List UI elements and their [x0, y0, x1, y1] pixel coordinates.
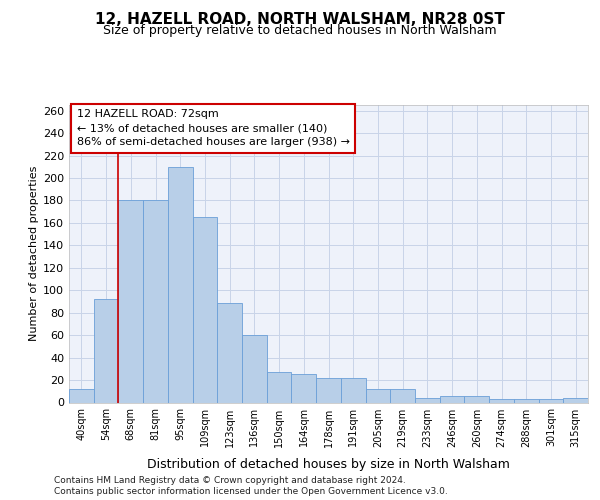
Bar [316, 378, 341, 402]
Text: 12, HAZELL ROAD, NORTH WALSHAM, NR28 0ST: 12, HAZELL ROAD, NORTH WALSHAM, NR28 0ST [95, 12, 505, 28]
Bar [539, 399, 563, 402]
Text: 12 HAZELL ROAD: 72sqm
← 13% of detached houses are smaller (140)
86% of semi-det: 12 HAZELL ROAD: 72sqm ← 13% of detached … [77, 110, 350, 148]
Text: Contains HM Land Registry data © Crown copyright and database right 2024.: Contains HM Land Registry data © Crown c… [54, 476, 406, 485]
Bar [341, 378, 365, 402]
Bar [489, 399, 514, 402]
Bar [217, 302, 242, 402]
Bar [415, 398, 440, 402]
Bar [143, 200, 168, 402]
X-axis label: Distribution of detached houses by size in North Walsham: Distribution of detached houses by size … [147, 458, 510, 471]
Bar [118, 200, 143, 402]
Bar [267, 372, 292, 402]
Bar [464, 396, 489, 402]
Bar [193, 218, 217, 402]
Bar [390, 389, 415, 402]
Y-axis label: Number of detached properties: Number of detached properties [29, 166, 39, 342]
Bar [440, 396, 464, 402]
Bar [365, 389, 390, 402]
Bar [563, 398, 588, 402]
Bar [292, 374, 316, 402]
Text: Contains public sector information licensed under the Open Government Licence v3: Contains public sector information licen… [54, 487, 448, 496]
Bar [94, 299, 118, 403]
Text: Size of property relative to detached houses in North Walsham: Size of property relative to detached ho… [103, 24, 497, 37]
Bar [514, 399, 539, 402]
Bar [242, 335, 267, 402]
Bar [69, 389, 94, 402]
Bar [168, 166, 193, 402]
